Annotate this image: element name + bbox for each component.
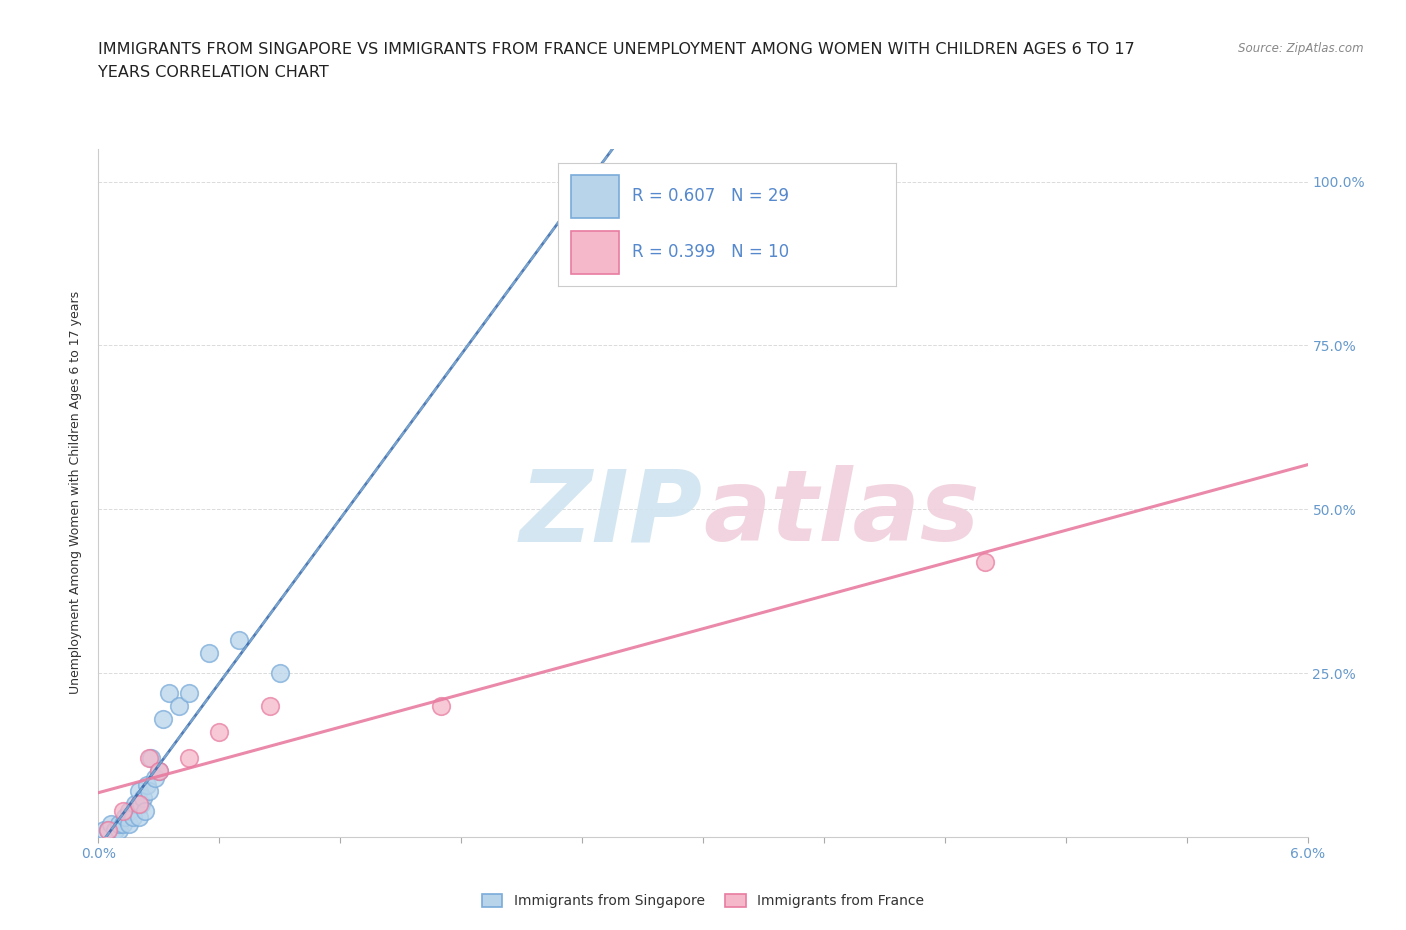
Text: IMMIGRANTS FROM SINGAPORE VS IMMIGRANTS FROM FRANCE UNEMPLOYMENT AMONG WOMEN WIT: IMMIGRANTS FROM SINGAPORE VS IMMIGRANTS … [98,42,1135,57]
Point [97,823,120,838]
Point [143,771,166,786]
Point [114,810,136,825]
Point [124,797,146,812]
Point [111,804,134,818]
Point [430,698,453,713]
Point [121,810,143,825]
Text: ZIP: ZIP [520,465,703,562]
Text: atlas: atlas [703,465,980,562]
Point [132,790,155,805]
Point [208,724,231,739]
Point [111,817,134,831]
Point [107,823,129,838]
Point [93,823,115,838]
Text: YEARS CORRELATION CHART: YEARS CORRELATION CHART [98,65,329,80]
Point [198,646,221,661]
Point [134,804,156,818]
Point [974,554,997,569]
Point [97,823,120,838]
Point [152,711,174,726]
Point [179,685,201,700]
Point [129,797,152,812]
Point [228,633,250,648]
Point [118,804,141,818]
Point [138,751,160,765]
Point [118,817,141,831]
Point [128,797,150,812]
Point [103,823,125,838]
Legend: Immigrants from Singapore, Immigrants from France: Immigrants from Singapore, Immigrants fr… [477,889,929,914]
Y-axis label: Unemployment Among Women with Children Ages 6 to 17 years: Unemployment Among Women with Children A… [69,291,83,695]
Point [138,784,160,799]
Point [107,817,129,831]
Point [148,764,170,779]
Point [259,698,281,713]
Point [100,817,122,831]
Point [148,764,170,779]
Point [128,810,150,825]
Point [135,777,157,792]
Point [179,751,201,765]
Point [269,666,291,681]
Text: Source: ZipAtlas.com: Source: ZipAtlas.com [1239,42,1364,55]
Point [157,685,180,700]
Point [128,784,150,799]
Point [139,751,162,765]
Point [167,698,190,713]
